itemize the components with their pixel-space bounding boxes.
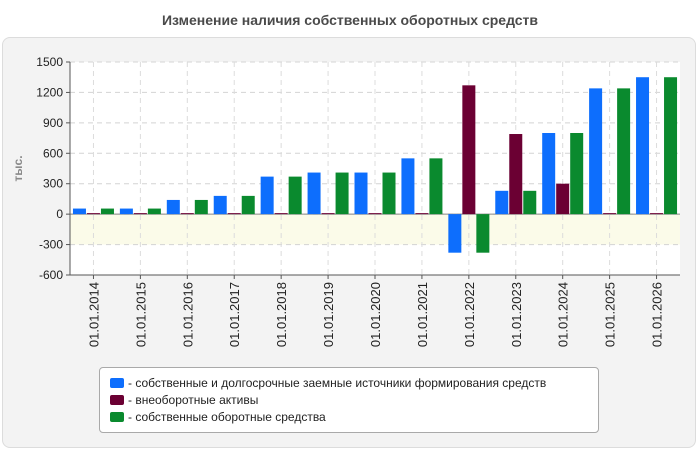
y-tick-label: 300 bbox=[43, 177, 63, 191]
x-tick-label: 01.01.2022 bbox=[462, 282, 477, 347]
x-tick-label: 01.01.2020 bbox=[368, 282, 383, 347]
y-tick-label: 0 bbox=[56, 207, 63, 221]
y-tick-label: 900 bbox=[43, 116, 63, 130]
legend-item: - собственные оборотные средства bbox=[110, 408, 598, 425]
x-tick-label: 01.01.2026 bbox=[650, 282, 665, 347]
x-tick-label: 01.01.2016 bbox=[180, 282, 195, 347]
bar bbox=[462, 85, 476, 215]
bar bbox=[227, 213, 241, 215]
bar bbox=[133, 213, 147, 215]
bar bbox=[321, 213, 335, 215]
y-tick-label: 600 bbox=[43, 146, 63, 160]
bar bbox=[509, 134, 523, 215]
bar bbox=[260, 176, 274, 215]
bar bbox=[429, 158, 443, 215]
bar bbox=[664, 77, 678, 215]
bar bbox=[166, 199, 180, 215]
x-tick-label: 01.01.2015 bbox=[133, 282, 148, 347]
bar bbox=[401, 158, 415, 215]
x-tick-label: 01.01.2021 bbox=[415, 282, 430, 347]
bar bbox=[523, 190, 537, 215]
bar bbox=[72, 208, 86, 215]
bar bbox=[119, 208, 133, 215]
y-tick-label: 1500 bbox=[36, 55, 63, 69]
legend-label: - внеоборотные активы bbox=[128, 392, 259, 407]
bar bbox=[556, 183, 570, 215]
bar bbox=[542, 133, 556, 215]
bar bbox=[368, 213, 382, 215]
bar bbox=[335, 172, 349, 215]
bar bbox=[241, 195, 255, 215]
bar bbox=[194, 199, 208, 215]
legend-label: - собственные оборотные средства bbox=[128, 409, 326, 424]
bar bbox=[307, 172, 321, 215]
bar bbox=[476, 214, 490, 253]
x-tick-label: 01.01.2014 bbox=[86, 282, 101, 347]
x-tick-label: 01.01.2023 bbox=[509, 282, 524, 347]
chart-title: Изменение наличия собственных оборотных … bbox=[161, 12, 539, 28]
legend-swatch bbox=[110, 411, 124, 422]
bar bbox=[274, 213, 288, 215]
x-tick-label: 01.01.2017 bbox=[227, 282, 242, 347]
bar bbox=[617, 88, 631, 215]
bar bbox=[86, 213, 100, 215]
bar bbox=[589, 88, 603, 215]
bar bbox=[354, 172, 368, 215]
bar bbox=[288, 176, 302, 215]
legend-label: - собственные и долгосрочные заемные ист… bbox=[128, 375, 547, 390]
x-tick-label: 01.01.2025 bbox=[603, 282, 618, 347]
chart-legend: - собственные и долгосрочные заемные ист… bbox=[99, 367, 599, 433]
bar bbox=[650, 213, 664, 215]
y-tick-label: -300 bbox=[39, 238, 63, 252]
y-tick-label: 1200 bbox=[36, 85, 63, 99]
legend-swatch bbox=[110, 377, 124, 388]
x-tick-label: 01.01.2024 bbox=[556, 282, 571, 347]
bar bbox=[495, 190, 509, 215]
x-tick-label: 01.01.2018 bbox=[274, 282, 289, 347]
legend-swatch bbox=[110, 394, 124, 405]
bar bbox=[603, 213, 617, 215]
x-tick-label: 01.01.2019 bbox=[321, 282, 336, 347]
legend-item: - собственные и долгосрочные заемные ист… bbox=[110, 374, 598, 391]
bar bbox=[100, 208, 114, 215]
bar bbox=[382, 172, 396, 215]
bar bbox=[147, 208, 161, 215]
bar bbox=[636, 77, 650, 215]
bar bbox=[415, 213, 429, 215]
bar bbox=[570, 133, 584, 215]
bar bbox=[180, 213, 194, 215]
legend-item: - внеоборотные активы bbox=[110, 391, 598, 408]
bar bbox=[213, 195, 227, 215]
y-tick-label: -600 bbox=[39, 268, 63, 282]
bar bbox=[448, 214, 462, 253]
y-axis-label: тыс. bbox=[11, 155, 25, 181]
